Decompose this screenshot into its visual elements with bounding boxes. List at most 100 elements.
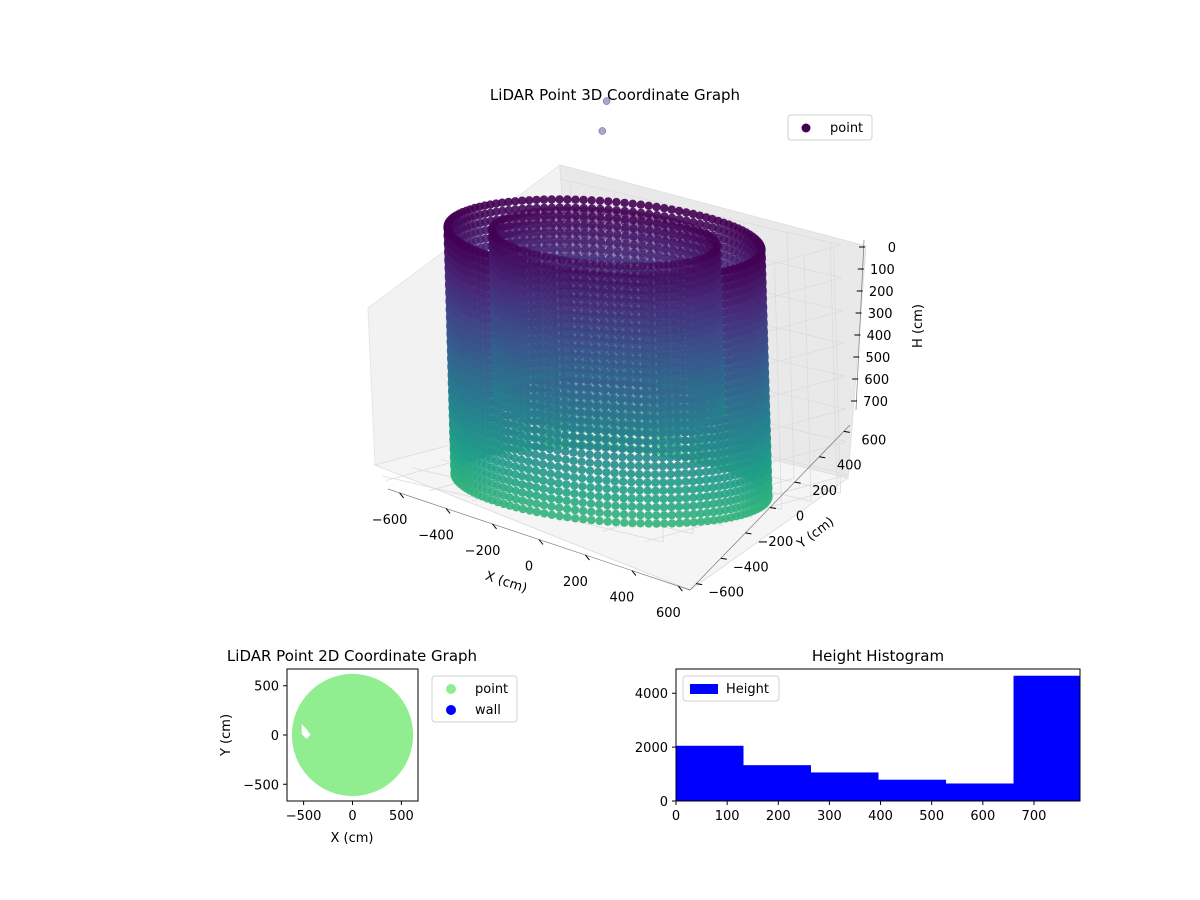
point-3d	[538, 443, 547, 452]
point-3d	[751, 255, 760, 265]
point-3d	[650, 437, 659, 446]
point-3d	[618, 469, 628, 478]
point-3d	[611, 509, 620, 519]
point-3d	[755, 411, 764, 420]
point-3d	[756, 452, 765, 461]
point-3d	[546, 453, 555, 462]
point-3d	[562, 504, 572, 514]
point-3d	[539, 476, 548, 485]
point-3d	[571, 195, 580, 204]
point-3d	[628, 510, 637, 520]
point-3d	[517, 196, 527, 205]
point-3d	[578, 490, 587, 499]
grid-line	[786, 232, 795, 479]
point-3d	[595, 508, 604, 517]
point-3d	[754, 378, 763, 388]
point-3d	[666, 478, 675, 487]
point-3d	[667, 502, 676, 512]
point-3d	[578, 482, 587, 491]
point-3d	[634, 445, 643, 454]
point-3d	[594, 492, 604, 501]
point-3d	[650, 453, 659, 463]
point-3d	[603, 509, 612, 518]
point-3d	[531, 475, 541, 484]
point-3d	[563, 195, 572, 204]
point-3d	[619, 485, 628, 495]
point-3d	[625, 436, 635, 446]
point-3d	[517, 455, 526, 464]
point-3d	[555, 503, 564, 512]
point-3d	[563, 513, 572, 522]
point-3d	[643, 494, 653, 504]
point-3d	[594, 475, 603, 485]
point-3d	[538, 468, 548, 477]
point-3d	[642, 461, 652, 471]
point-3d	[586, 483, 595, 492]
point-3d	[674, 486, 683, 495]
point-3d	[523, 424, 532, 433]
point-3d	[627, 477, 636, 487]
point-3d	[756, 436, 765, 445]
point-3d	[525, 506, 534, 515]
point-3d	[756, 460, 766, 470]
point-3d	[651, 486, 660, 495]
point-3d	[636, 510, 645, 520]
point-3d	[609, 444, 619, 453]
point-3d	[547, 502, 556, 511]
point-3d	[553, 462, 563, 471]
point-3d	[627, 494, 636, 503]
point-3d	[602, 468, 611, 477]
point-3d	[751, 263, 760, 273]
point-3d	[652, 519, 661, 528]
point-3d	[584, 433, 594, 443]
point-3d	[667, 205, 676, 214]
point-3d	[758, 501, 767, 511]
point-3d	[755, 427, 765, 437]
point-3d	[611, 518, 621, 527]
point-3d	[657, 437, 667, 446]
point-3d	[642, 445, 651, 454]
point-3d	[518, 496, 527, 505]
point-3d	[562, 480, 571, 489]
point-3d	[658, 470, 668, 479]
point-3d	[611, 501, 620, 510]
point-3d	[602, 492, 612, 502]
point-3d	[674, 502, 684, 511]
point-3d	[659, 511, 669, 520]
point-3d	[665, 437, 674, 446]
point-3d	[593, 442, 602, 452]
point-3d	[593, 434, 602, 444]
point-3d	[587, 196, 596, 205]
point-3d	[667, 511, 676, 520]
point-3d	[539, 484, 548, 493]
point-3d	[659, 486, 668, 495]
point-3d	[545, 436, 554, 446]
point-3d	[523, 432, 532, 441]
point-3d	[532, 499, 541, 508]
point-3d	[754, 362, 763, 371]
point-3d	[610, 460, 619, 469]
point-3d	[643, 486, 652, 495]
point-3d	[525, 489, 534, 499]
point-3d	[538, 451, 547, 461]
point-3d	[666, 486, 676, 495]
point-3d	[562, 488, 571, 497]
point-3d	[594, 483, 603, 493]
point-3d	[553, 438, 562, 447]
point-3d	[517, 472, 527, 481]
point-3d	[667, 494, 676, 503]
point-3d	[628, 518, 637, 528]
point-3d	[636, 519, 645, 528]
point-3d	[553, 454, 562, 463]
point-3d	[547, 510, 556, 519]
point-3d	[603, 501, 612, 510]
point-3d	[524, 481, 534, 491]
point-3d	[530, 434, 539, 443]
point-3d	[682, 208, 691, 217]
point-3d	[532, 483, 541, 492]
point-3d	[756, 444, 765, 453]
point-3d	[516, 422, 525, 432]
point-3d	[610, 452, 619, 461]
point-3d	[626, 461, 635, 470]
